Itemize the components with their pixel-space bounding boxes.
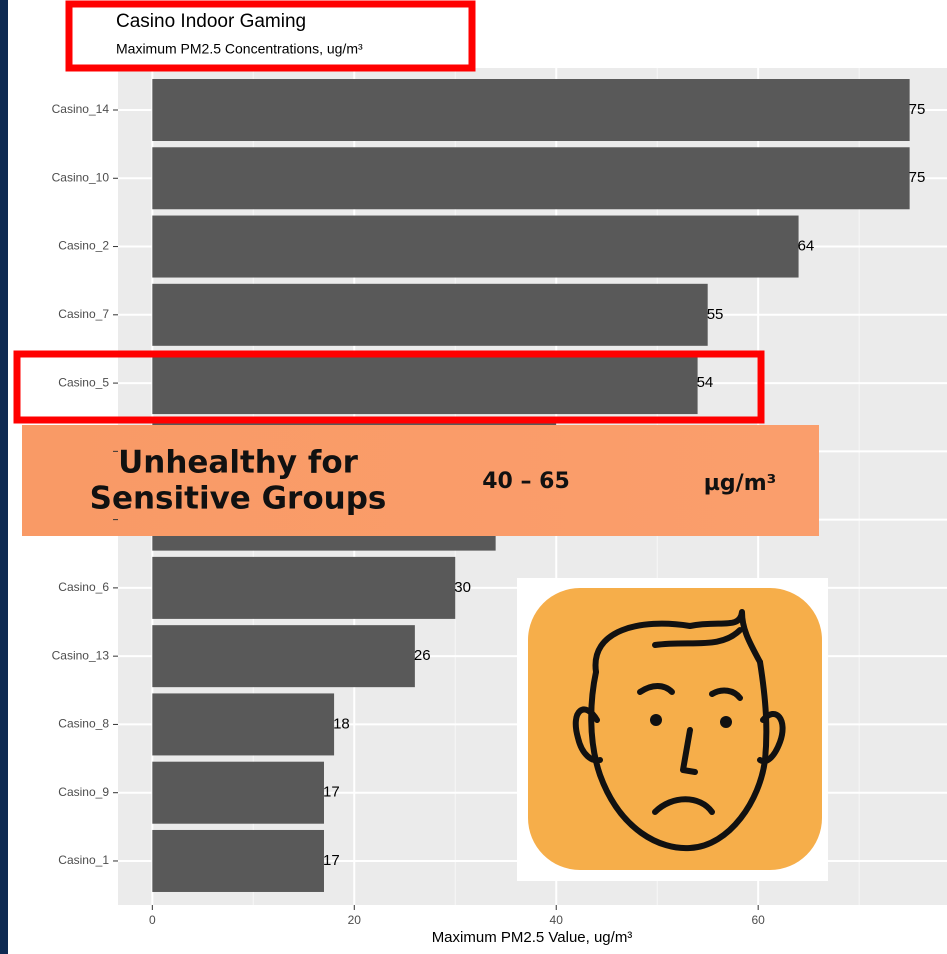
y-tick-label: Casino_5 bbox=[58, 375, 109, 389]
banner-range: 40 – 65 bbox=[482, 469, 570, 494]
y-tick-label: Casino_13 bbox=[52, 648, 110, 662]
data-label: 75 bbox=[909, 101, 926, 118]
data-label: 55 bbox=[707, 306, 724, 323]
highlight-box bbox=[13, 350, 765, 424]
data-label: 17 bbox=[323, 784, 340, 801]
highlight-box bbox=[65, 0, 476, 72]
banner-text: Sensitive Groups bbox=[90, 481, 387, 517]
bar bbox=[152, 693, 335, 756]
data-label: 75 bbox=[909, 169, 926, 186]
y-tick-label: Casino_14 bbox=[52, 102, 110, 116]
x-tick-label: 40 bbox=[550, 913, 564, 927]
x-axis-label: Maximum PM2.5 Value, ug/m³ bbox=[432, 929, 633, 946]
y-tick-label: Casino_1 bbox=[58, 853, 109, 867]
bar bbox=[152, 352, 698, 415]
bar bbox=[152, 625, 415, 688]
bar bbox=[152, 215, 799, 278]
y-tick-label: Casino_8 bbox=[58, 717, 109, 731]
chart-subtitle: Maximum PM2.5 Concentrations, ug/m³ bbox=[116, 41, 363, 57]
x-tick-label: 20 bbox=[348, 913, 362, 927]
data-label: 64 bbox=[798, 238, 815, 255]
data-label: 26 bbox=[414, 647, 431, 664]
bar bbox=[152, 79, 910, 141]
banner-unit: µg/m³ bbox=[704, 471, 777, 496]
y-tick-label: Casino_6 bbox=[58, 580, 109, 594]
bar bbox=[152, 829, 324, 892]
x-tick-label: 0 bbox=[149, 913, 156, 927]
data-label: 30 bbox=[454, 579, 471, 596]
y-tick-label: Casino_9 bbox=[58, 785, 109, 799]
category-banner bbox=[22, 425, 819, 536]
banner-text: Unhealthy for bbox=[118, 445, 359, 481]
data-label: 18 bbox=[333, 715, 350, 732]
face-icon bbox=[517, 578, 828, 881]
data-label: 54 bbox=[697, 374, 714, 391]
x-tick-label: 60 bbox=[751, 913, 765, 927]
bar bbox=[152, 761, 324, 824]
chart-title: Casino Indoor Gaming bbox=[116, 11, 306, 32]
y-tick-label: Casino_7 bbox=[58, 307, 109, 321]
y-tick-label: Casino_10 bbox=[52, 170, 110, 184]
bar bbox=[152, 147, 910, 210]
bar bbox=[152, 283, 708, 346]
y-tick-label: Casino_2 bbox=[58, 239, 109, 253]
data-label: 17 bbox=[323, 852, 340, 869]
bar bbox=[152, 556, 456, 619]
